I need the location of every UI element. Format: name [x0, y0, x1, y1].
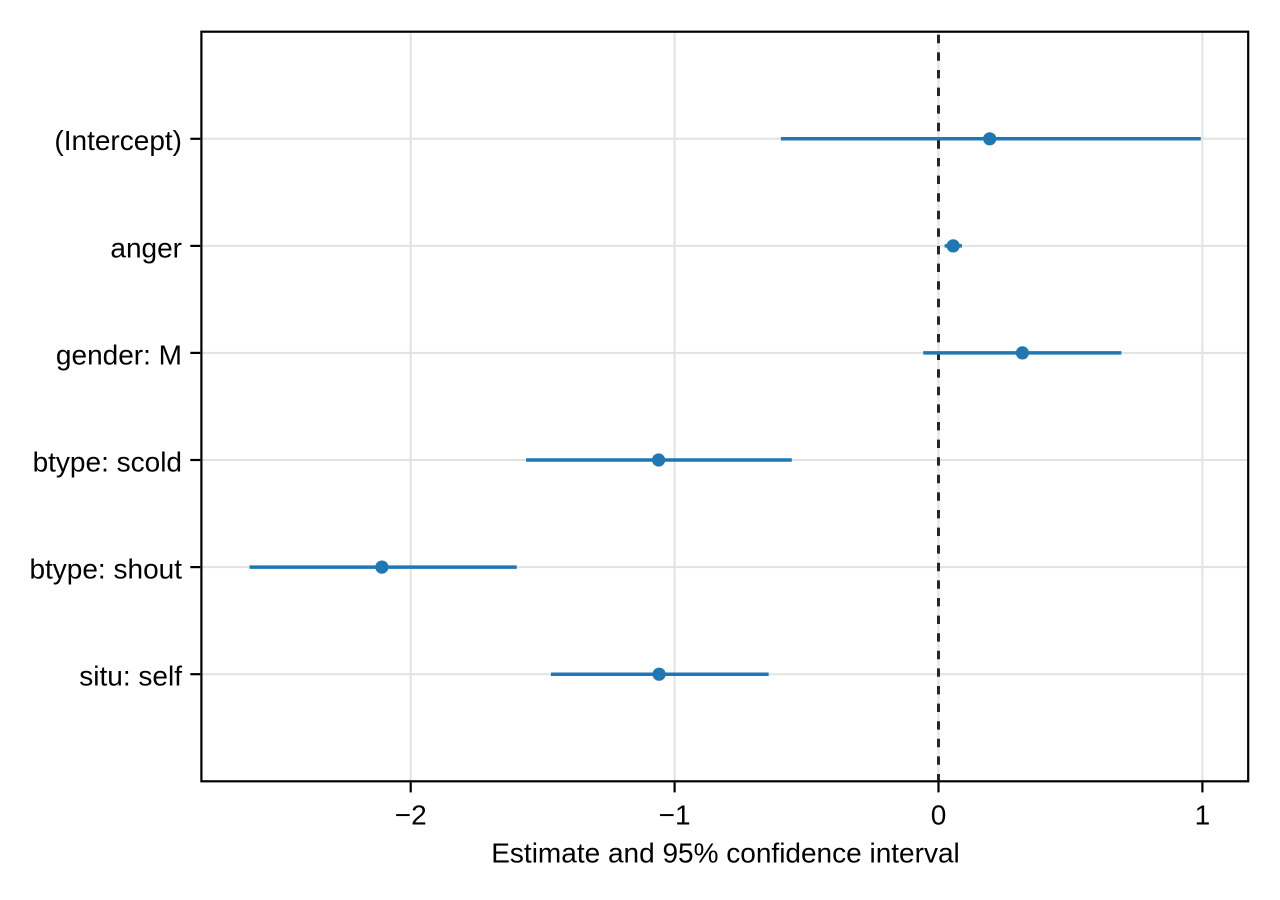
svg-text:Estimate and 95% confidence in: Estimate and 95% confidence interval: [491, 838, 960, 869]
svg-text:gender: M: gender: M: [56, 339, 182, 370]
svg-text:anger: anger: [110, 232, 182, 263]
svg-text:(Intercept): (Intercept): [54, 125, 182, 156]
svg-text:btype: scold: btype: scold: [33, 446, 182, 477]
svg-text:1: 1: [1195, 799, 1211, 830]
svg-text:−1: −1: [659, 799, 691, 830]
svg-text:situ: self: situ: self: [79, 661, 182, 692]
svg-text:0: 0: [931, 799, 947, 830]
svg-text:btype: shout: btype: shout: [29, 554, 182, 585]
svg-text:−2: −2: [395, 799, 427, 830]
